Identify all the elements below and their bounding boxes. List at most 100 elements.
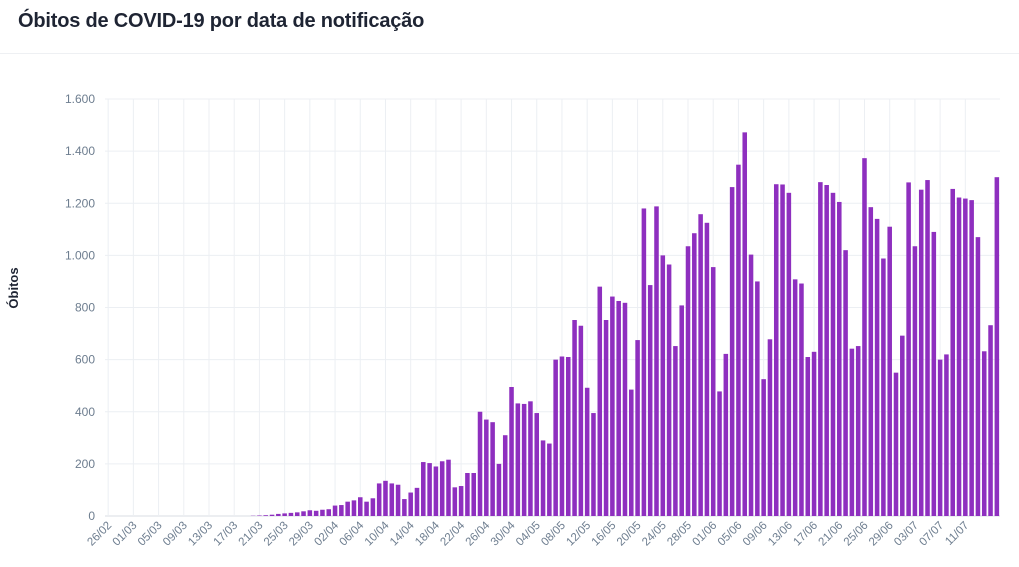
bar[interactable] — [729, 187, 735, 516]
bar[interactable] — [301, 511, 306, 516]
bar[interactable] — [351, 500, 357, 516]
bar[interactable] — [288, 512, 294, 516]
bar[interactable] — [666, 264, 672, 517]
bar[interactable] — [710, 267, 716, 516]
bar[interactable] — [925, 180, 930, 517]
bar[interactable] — [622, 302, 628, 516]
bar[interactable] — [471, 473, 476, 516]
bar[interactable] — [559, 356, 565, 517]
bar[interactable] — [900, 335, 905, 516]
bar[interactable] — [792, 279, 798, 516]
bar[interactable] — [553, 359, 558, 517]
bar[interactable] — [458, 486, 464, 516]
bar[interactable] — [376, 483, 382, 516]
bar[interactable] — [395, 484, 401, 516]
bar[interactable] — [345, 501, 350, 516]
bar[interactable] — [843, 250, 848, 516]
bar[interactable] — [767, 339, 773, 516]
bar[interactable] — [332, 505, 338, 516]
bar[interactable] — [313, 510, 319, 516]
bar[interactable] — [654, 206, 659, 516]
bar[interactable] — [975, 237, 981, 516]
bar[interactable] — [490, 422, 495, 516]
bar[interactable] — [685, 246, 691, 516]
bar[interactable] — [647, 285, 653, 516]
bar[interactable] — [906, 182, 911, 516]
bar[interactable] — [364, 501, 369, 516]
bar[interactable] — [370, 498, 376, 516]
bar[interactable] — [269, 514, 275, 516]
bar[interactable] — [452, 487, 458, 516]
bar[interactable] — [761, 379, 766, 516]
bar[interactable] — [862, 158, 867, 516]
bar[interactable] — [616, 300, 621, 516]
bar[interactable] — [969, 200, 974, 516]
bar[interactable] — [402, 499, 407, 516]
bar[interactable] — [981, 351, 987, 516]
bar[interactable] — [994, 177, 1000, 516]
bar[interactable] — [307, 510, 313, 516]
bar[interactable] — [837, 201, 842, 516]
bar[interactable] — [389, 483, 395, 516]
bar[interactable] — [572, 320, 577, 516]
bar[interactable] — [635, 340, 640, 516]
bar[interactable] — [988, 325, 993, 516]
bar[interactable] — [358, 497, 363, 516]
bar[interactable] — [931, 231, 937, 517]
bar[interactable] — [540, 440, 546, 516]
bar[interactable] — [578, 325, 584, 516]
bar[interactable] — [704, 222, 710, 517]
bar[interactable] — [748, 254, 754, 516]
bar[interactable] — [339, 505, 344, 516]
bar[interactable] — [918, 189, 924, 516]
bar[interactable] — [893, 372, 899, 516]
bar[interactable] — [755, 281, 760, 516]
bar[interactable] — [446, 459, 451, 516]
bar[interactable] — [521, 403, 527, 516]
bar[interactable] — [773, 184, 779, 516]
bar[interactable] — [591, 413, 596, 516]
bar[interactable] — [887, 226, 892, 516]
bar[interactable] — [528, 401, 533, 516]
bar[interactable] — [881, 258, 886, 517]
bar[interactable] — [509, 386, 514, 516]
bar[interactable] — [811, 351, 817, 516]
bar[interactable] — [414, 487, 420, 516]
bar[interactable] — [717, 391, 722, 516]
bar[interactable] — [698, 214, 703, 516]
bar[interactable] — [849, 348, 855, 516]
bar[interactable] — [477, 411, 483, 516]
bar[interactable] — [603, 320, 609, 516]
bar[interactable] — [963, 198, 968, 516]
bar[interactable] — [515, 403, 521, 516]
bar[interactable] — [641, 208, 647, 516]
bar[interactable] — [276, 513, 281, 516]
bar[interactable] — [597, 286, 603, 516]
bar[interactable] — [257, 515, 262, 516]
bar[interactable] — [465, 473, 470, 516]
bar[interactable] — [818, 182, 823, 516]
bar[interactable] — [874, 218, 880, 516]
bar[interactable] — [799, 283, 804, 516]
bar[interactable] — [565, 357, 571, 516]
bar[interactable] — [439, 461, 445, 516]
bar[interactable] — [629, 389, 634, 516]
bar[interactable] — [912, 246, 918, 516]
bar[interactable] — [944, 354, 949, 516]
bar[interactable] — [408, 492, 413, 516]
bar[interactable] — [263, 515, 268, 516]
bar[interactable] — [786, 192, 792, 516]
bar[interactable] — [547, 443, 552, 516]
bar[interactable] — [383, 480, 388, 516]
bar[interactable] — [855, 346, 861, 516]
bar[interactable] — [950, 188, 955, 517]
bar[interactable] — [736, 164, 741, 516]
bar[interactable] — [956, 197, 962, 516]
bar[interactable] — [868, 207, 874, 516]
bar[interactable] — [534, 413, 540, 516]
bar[interactable] — [830, 192, 836, 516]
bar[interactable] — [937, 359, 943, 517]
bar[interactable] — [780, 184, 785, 517]
bar[interactable] — [824, 185, 829, 516]
bar[interactable] — [427, 463, 432, 516]
